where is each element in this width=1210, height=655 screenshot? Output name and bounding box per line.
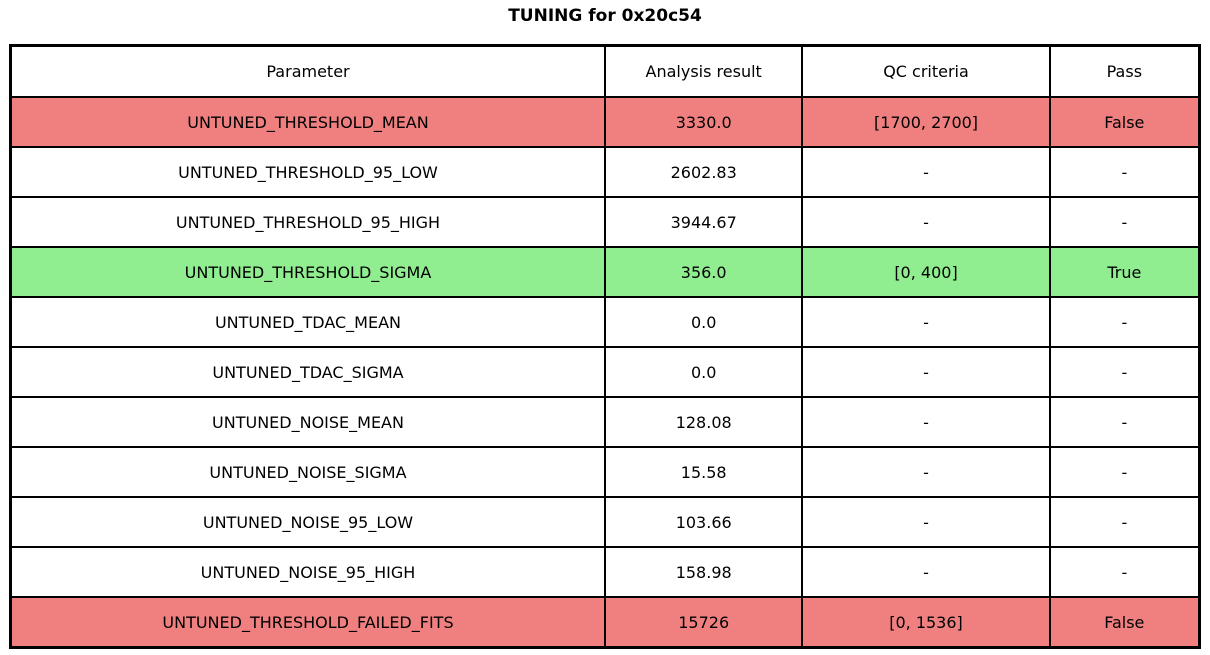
parameter-cell: UNTUNED_TDAC_SIGMA [9, 346, 606, 398]
parameter-cell: UNTUNED_NOISE_SIGMA [9, 446, 606, 498]
qc-criteria-cell: - [801, 296, 1051, 348]
pass-cell: False [1048, 596, 1201, 649]
analysis-result-cell: 0.0 [603, 346, 804, 398]
pass-cell: - [1048, 146, 1201, 198]
qc-criteria-cell: - [801, 146, 1051, 198]
table-row: UNTUNED_THRESHOLD_95_LOW 2602.83- - [9, 146, 1201, 198]
table-row: UNTUNED_TDAC_MEAN 0.0- - [9, 296, 1201, 348]
table-row: UNTUNED_NOISE_95_HIGH 158.98- - [9, 546, 1201, 598]
pass-cell: - [1048, 496, 1201, 548]
pass-cell: False [1048, 96, 1201, 148]
column-header-qc-criteria: QC criteria [801, 44, 1051, 98]
table-row: UNTUNED_THRESHOLD_FAILED_FITS 15726 [0, 15… [9, 596, 1201, 649]
pass-cell: - [1048, 446, 1201, 498]
parameter-cell: UNTUNED_TDAC_MEAN [9, 296, 606, 348]
qc-table-body: UNTUNED_THRESHOLD_MEAN 3330.0 [1700, 2700]… [9, 96, 1201, 649]
parameter-cell: UNTUNED_THRESHOLD_FAILED_FITS [9, 596, 606, 649]
pass-cell: - [1048, 196, 1201, 248]
column-header-parameter: Parameter [9, 44, 606, 98]
analysis-result-cell: 15726 [603, 596, 804, 649]
pass-cell: - [1048, 396, 1201, 448]
table-row: UNTUNED_NOISE_SIGMA 15.58- - [9, 446, 1201, 498]
parameter-cell: UNTUNED_THRESHOLD_MEAN [9, 96, 606, 148]
pass-cell: True [1048, 246, 1201, 298]
analysis-result-cell: 356.0 [603, 246, 804, 298]
parameter-cell: UNTUNED_NOISE_95_HIGH [9, 546, 606, 598]
parameter-cell: UNTUNED_THRESHOLD_95_HIGH [9, 196, 606, 248]
analysis-result-cell: 15.58 [603, 446, 804, 498]
analysis-result-cell: 103.66 [603, 496, 804, 548]
qc-criteria-cell: - [801, 446, 1051, 498]
qc-criteria-cell: [0, 400] [801, 246, 1051, 298]
column-header-pass: Pass [1048, 44, 1201, 98]
parameter-cell: UNTUNED_NOISE_95_LOW [9, 496, 606, 548]
qc-criteria-cell: - [801, 496, 1051, 548]
pass-cell: - [1048, 346, 1201, 398]
qc-criteria-cell: [0, 1536] [801, 596, 1051, 649]
table-row: UNTUNED_NOISE_95_LOW 103.66- - [9, 496, 1201, 548]
column-header-analysis-result: Analysis result [603, 44, 804, 98]
qc-criteria-cell: - [801, 546, 1051, 598]
qc-summary-table: Parameter Analysis result QC criteria Pa… [9, 44, 1201, 649]
parameter-cell: UNTUNED_NOISE_MEAN [9, 396, 606, 448]
pass-cell: - [1048, 296, 1201, 348]
table-row: UNTUNED_THRESHOLD_95_HIGH 3944.67- - [9, 196, 1201, 248]
header-row: Parameter Analysis result QC criteria Pa… [9, 44, 1201, 98]
table-row: UNTUNED_THRESHOLD_MEAN 3330.0 [1700, 2700]… [9, 96, 1201, 148]
analysis-result-cell: 128.08 [603, 396, 804, 448]
parameter-cell: UNTUNED_THRESHOLD_95_LOW [9, 146, 606, 198]
analysis-result-cell: 2602.83 [603, 146, 804, 198]
analysis-result-cell: 0.0 [603, 296, 804, 348]
analysis-result-cell: 3944.67 [603, 196, 804, 248]
qc-criteria-cell: - [801, 196, 1051, 248]
analysis-result-cell: 3330.0 [603, 96, 804, 148]
qc-criteria-cell: [1700, 2700] [801, 96, 1051, 148]
pass-cell: - [1048, 546, 1201, 598]
page-title: TUNING for 0x20c54 [508, 6, 702, 26]
parameter-cell: UNTUNED_THRESHOLD_SIGMA [9, 246, 606, 298]
analysis-result-cell: 158.98 [603, 546, 804, 598]
table-row: UNTUNED_TDAC_SIGMA 0.0- - [9, 346, 1201, 398]
table-row: UNTUNED_THRESHOLD_SIGMA 356.0 [0, 400] True [9, 246, 1201, 298]
qc-criteria-cell: - [801, 346, 1051, 398]
qc-criteria-cell: - [801, 396, 1051, 448]
table-row: UNTUNED_NOISE_MEAN 128.08- - [9, 396, 1201, 448]
